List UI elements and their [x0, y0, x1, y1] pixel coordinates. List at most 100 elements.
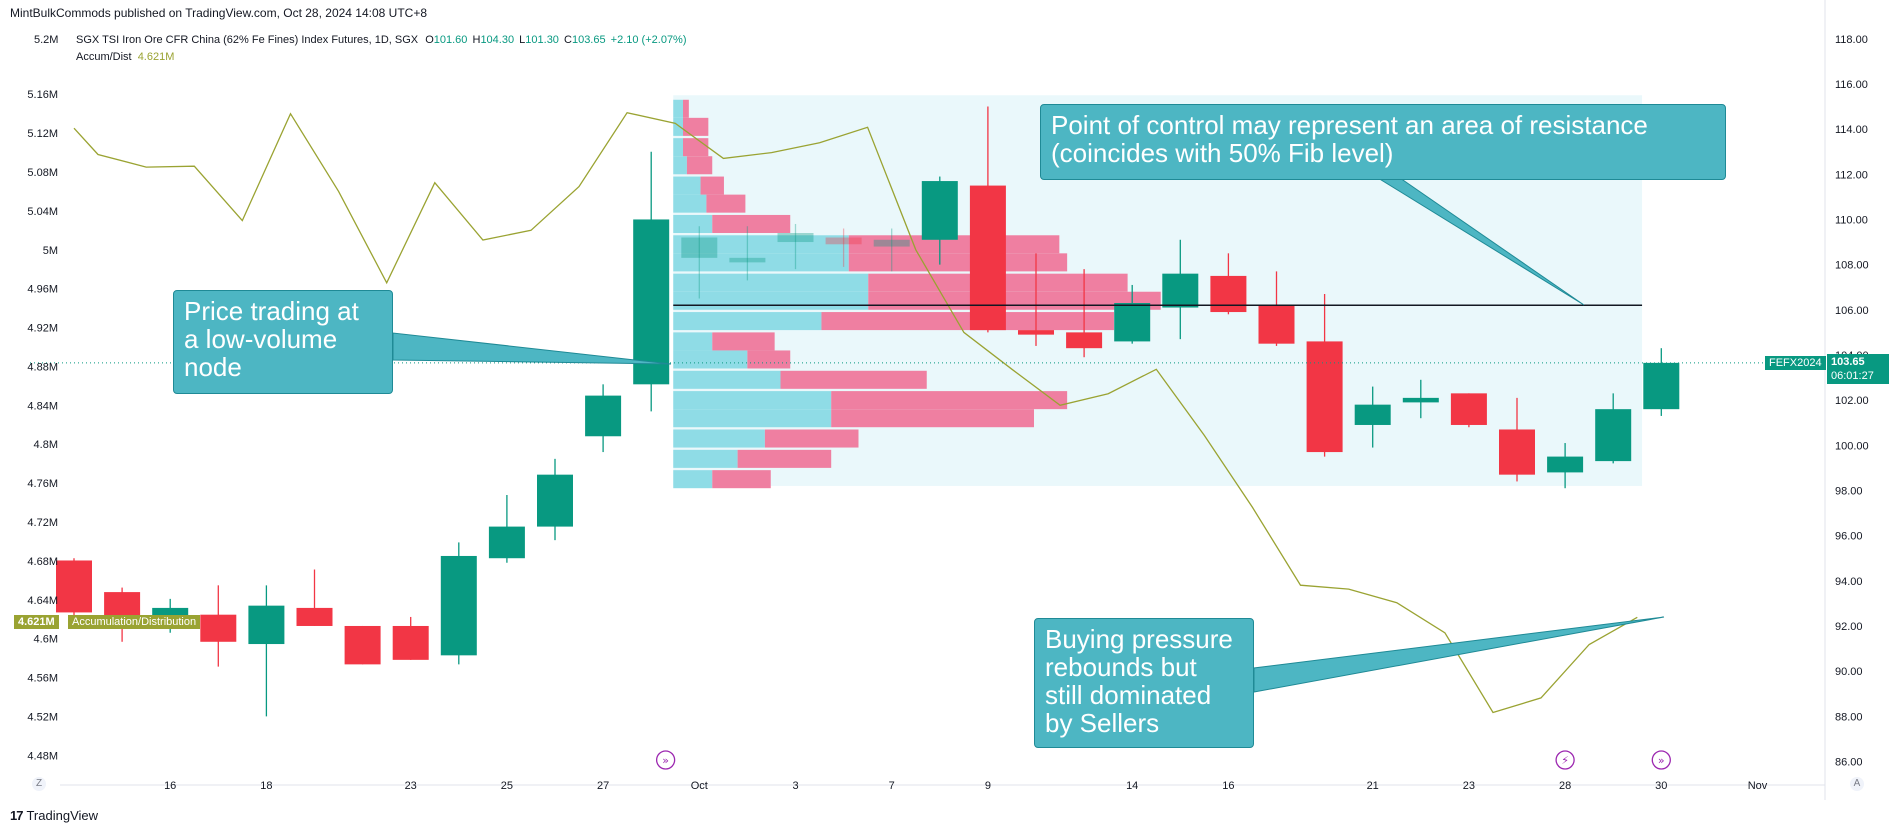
close-label: C: [564, 34, 572, 46]
event-glyph: ⚡: [1561, 754, 1569, 767]
vp-row-down: [712, 332, 775, 351]
candle-body: [1306, 341, 1343, 453]
vp-row-down: [683, 117, 709, 136]
ad-axis[interactable]: 5.16M 5.12M 5.08M 5.04M 5M 4.96M 4.92M 4.88M 4.8…: [27, 89, 58, 762]
vp-row-up: [673, 332, 713, 351]
ad-series-line: [73, 111, 1638, 714]
buying-callout-line-1: Buying pressure: [1045, 624, 1233, 654]
ad-tick-label: 4.92M: [27, 323, 58, 335]
price-tick-label: 112.00: [1835, 169, 1868, 181]
indicator-name: Accum/Dist: [76, 51, 132, 63]
tradingview-logo[interactable]: 17 TradingView: [10, 808, 98, 823]
ad-tick-label: 4.96M: [27, 284, 58, 296]
last-price-badge[interactable]: 103.65 06:01:27: [1827, 354, 1889, 384]
vp-row-up: [673, 370, 781, 389]
candle-body: [1402, 397, 1439, 403]
candle-body: [1450, 393, 1487, 425]
ad-tick-label: 4.84M: [27, 400, 58, 412]
ad-name-badge[interactable]: Accumulation/Distribution: [68, 615, 201, 629]
poc-callout-line-1: Point of control may represent an area o…: [1051, 110, 1648, 140]
time-tick-label: 30: [1655, 780, 1667, 792]
candle-body: [296, 607, 333, 626]
vp-row-up: [673, 156, 687, 175]
time-tick-label: 16: [164, 780, 176, 792]
indicator-value: 4.621M: [137, 51, 175, 63]
candle-body: [56, 560, 92, 613]
price-tick-label: 98.00: [1835, 485, 1863, 497]
publisher-line: MintBulkCommods published on TradingView…: [10, 6, 427, 20]
vp-row-down: [831, 409, 1034, 428]
vp-row-down: [848, 253, 1068, 272]
change-value: +2.10 (+2.07%): [610, 34, 687, 46]
price-tick-label: 90.00: [1835, 666, 1863, 678]
vp-row-up: [673, 99, 683, 118]
ad-tick-label: 4.56M: [27, 673, 58, 685]
candle-body: [1210, 275, 1247, 313]
time-axis[interactable]: 16 18 23 25 27 Oct 3 7 9 14 16 21 23 28 30 Nov: [164, 780, 1768, 792]
vp-row-up: [673, 253, 849, 272]
tv-logo-text: TradingView: [26, 808, 99, 823]
candle-body: [392, 625, 429, 660]
candle-body: [1643, 362, 1680, 410]
ad-tick-label: 4.52M: [27, 711, 58, 723]
vp-row-down: [712, 214, 791, 233]
buying-pressure-callout[interactable]: Buying pressure rebounds but still domin…: [1034, 618, 1254, 748]
last-price-value: 103.65: [1831, 356, 1865, 368]
ad-value-badge[interactable]: 4.621M: [14, 615, 59, 629]
zoom-reset-button[interactable]: Z: [32, 777, 46, 791]
candle-body: [1162, 273, 1199, 308]
poc-callout[interactable]: Point of control may represent an area o…: [1040, 104, 1726, 180]
time-tick-label: 27: [597, 780, 609, 792]
candle-body: [1258, 305, 1295, 344]
price-tick-label: 94.00: [1835, 576, 1863, 588]
time-tick-label: 9: [985, 780, 991, 792]
symbol-title: SGX TSI Iron Ore CFR China (62% Fe Fines…: [76, 34, 419, 46]
symbol-badge[interactable]: FEFX2024: [1765, 356, 1826, 370]
auto-scale-button[interactable]: A: [1850, 777, 1864, 791]
price-tick-label: 118.00: [1835, 34, 1868, 46]
time-tick-label: 3: [792, 780, 798, 792]
vp-row-down: [848, 235, 1060, 254]
candle-body: [969, 185, 1006, 331]
symbol-legend[interactable]: SGX TSI Iron Ore CFR China (62% Fe Fines…: [76, 34, 687, 46]
vp-row-up: [673, 312, 822, 331]
price-tick-label: 114.00: [1835, 124, 1868, 136]
buying-callout-pointer: [1253, 616, 1665, 693]
event-markers[interactable]: » ⚡ »: [655, 750, 1671, 770]
ad-tick-label: 5M: [43, 245, 58, 257]
dividend-event-icon: [1651, 750, 1671, 770]
candlestick-series: [56, 106, 1680, 717]
vp-row-down: [780, 370, 927, 389]
poc-callout-line-2: (coincides with 50% Fib level): [1051, 138, 1394, 168]
candle-body: [633, 219, 670, 385]
indicator-legend[interactable]: Accum/Dist 4.621M: [76, 51, 174, 63]
vp-row-up: [673, 235, 849, 254]
price-tick-label: 106.00: [1835, 305, 1869, 317]
price-tick-label: 92.00: [1835, 621, 1863, 633]
vp-row-up: [673, 117, 683, 136]
vp-row-up: [673, 273, 869, 292]
time-tick-label: 25: [501, 780, 513, 792]
candle-body: [1354, 404, 1391, 425]
candle-body: [1547, 456, 1584, 473]
price-axis[interactable]: 118.00 116.00 114.00 112.00 110.00 108.00 106.…: [1835, 34, 1869, 769]
ad-tick-label: 4.6M: [34, 634, 58, 646]
candle-body: [1018, 330, 1054, 335]
candle-body: [248, 605, 285, 645]
buying-callout-line-2: rebounds but: [1045, 652, 1197, 682]
price-tick-label: 100.00: [1835, 440, 1869, 452]
lvn-callout[interactable]: Price trading at a low-volume node: [173, 290, 393, 394]
candle-body: [488, 526, 525, 559]
ad-tick-label: 4.72M: [27, 517, 58, 529]
ad-tick-label: 4.48M: [27, 750, 58, 762]
price-tick-label: 86.00: [1835, 756, 1863, 768]
vp-row-down: [683, 138, 709, 157]
tv-logo-icon: 17: [10, 808, 24, 823]
time-tick-label: 23: [1463, 780, 1475, 792]
poc-line: [30, 304, 1825, 364]
vp-row-down: [747, 350, 791, 369]
open-value: 101.60: [433, 34, 468, 46]
vp-row-up: [673, 194, 707, 213]
accum-dist-line: [73, 111, 1638, 714]
vp-row-up: [673, 138, 683, 157]
